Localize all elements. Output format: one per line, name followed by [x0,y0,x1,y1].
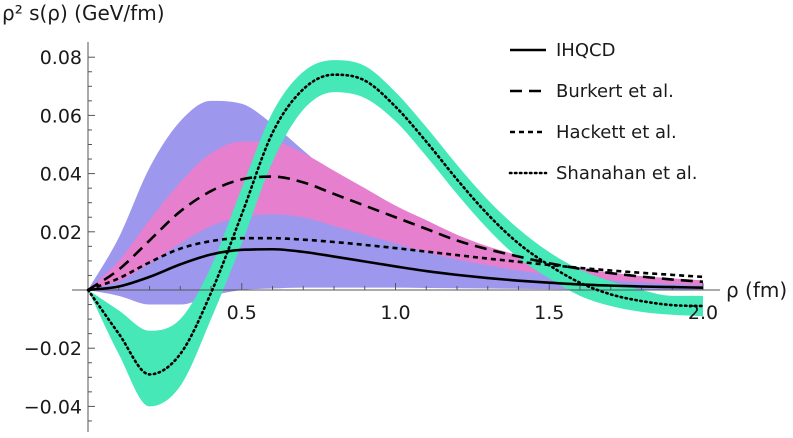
legend-label-ihqcd: IHQCD [556,40,615,61]
y-tick-label: −0.04 [24,396,82,418]
uncertainty-bands [88,60,703,407]
y-tick-label: 0.04 [40,164,82,186]
x-tick-label: 2.0 [688,302,718,324]
y-tick-label: 0.06 [40,105,82,127]
series-line-ihqcd [87,247,704,292]
y-tick-label: −0.02 [24,338,82,360]
axis-ticks: 0.5 1.0 1.5 2.0 −0.04 −0.02 0.02 0.04 0.06 0.08 [24,47,718,422]
band-3 [88,60,703,407]
x-axis-label: ρ (fm) [726,278,787,302]
y-tick-label: 0.02 [40,222,82,244]
x-tick-label: 1.5 [534,302,564,324]
legend: IHQCD Burkert et al. Hackett et al. Shanaha… [508,40,697,184]
y-axis-label: ρ² s(ρ) (GeV/fm) [2,1,165,25]
series-line-hackett-et-al [87,236,704,292]
series-lines [86,73,705,376]
legend-label-hackett-et-al: Hackett et al. [556,122,677,143]
y-tick-label: 0.08 [40,47,82,69]
legend-label-burkert-et-al: Burkert et al. [556,81,674,102]
series-line-shanahan-et-al [86,73,705,376]
x-tick-label: 0.5 [227,302,257,324]
x-tick-label: 1.0 [380,302,410,324]
legend-label-shanahan-et-al: Shanahan et al. [556,163,697,184]
series-line-burkert-et-al [87,175,704,292]
